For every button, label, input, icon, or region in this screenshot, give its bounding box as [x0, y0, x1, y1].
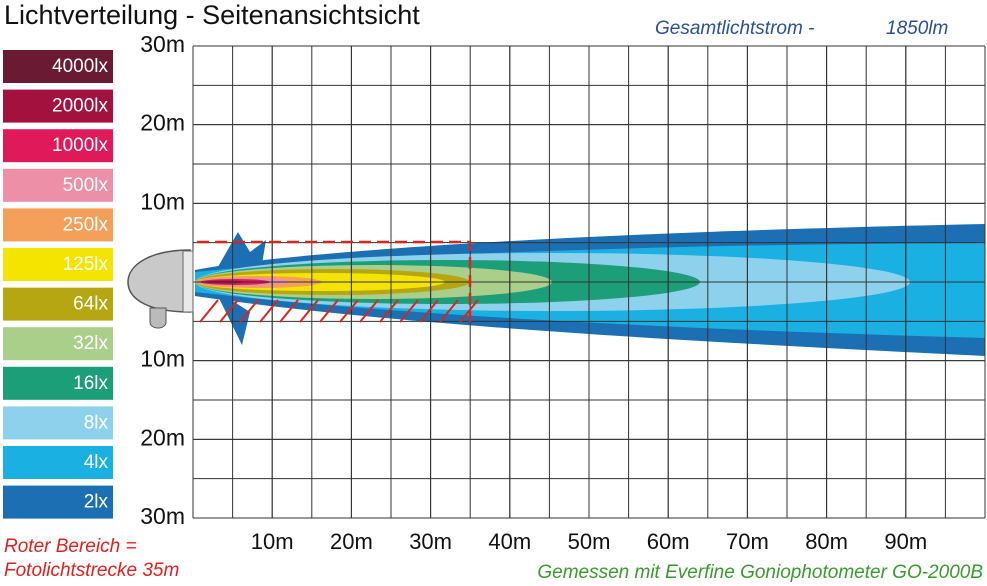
red-zone	[197, 240, 472, 322]
hatch	[339, 299, 359, 323]
x-tick-label: 90m	[884, 529, 927, 554]
legend-label: 8lx	[84, 412, 109, 433]
legend-swatch	[3, 248, 113, 281]
legend-label: 64lx	[73, 294, 108, 315]
isolux-2lx-wing	[215, 232, 266, 345]
y-tick-label: 20m	[140, 110, 185, 136]
x-tick-label: 70m	[726, 529, 769, 554]
lamp-mount	[149, 307, 167, 329]
legend-swatch	[3, 406, 113, 440]
legend-swatch	[3, 168, 113, 202]
legend-swatch	[3, 446, 113, 479]
note: Gemessen mit Everfine Goniophotometer GO…	[537, 562, 983, 583]
x-tick-label: 10m	[251, 529, 294, 554]
note: Fotolichtstrecke 35m	[4, 560, 179, 581]
total-flux-label: Gesamtlichtstrom -	[655, 18, 814, 39]
legend-label: 16lx	[73, 373, 108, 394]
hatch	[199, 299, 219, 323]
legend-label: 125lx	[63, 254, 109, 275]
x-tick-label: 80m	[805, 529, 848, 554]
legend-swatch	[3, 327, 113, 361]
hatch	[419, 299, 439, 323]
y-tick-label: 10m	[140, 346, 185, 372]
y-tick-label: 30m	[140, 503, 185, 529]
legend-swatch	[3, 89, 113, 123]
legend-label: 1000lx	[52, 135, 108, 156]
legend-swatch	[3, 366, 113, 400]
y-tick-label: 10m	[140, 188, 185, 214]
legend-swatch	[3, 485, 113, 519]
legend-label: 500lx	[63, 175, 109, 196]
hatch	[279, 299, 299, 323]
lamp-body	[127, 249, 191, 313]
x-tick-label: 20m	[330, 529, 373, 554]
x-tick-label: 60m	[647, 529, 690, 554]
hatch	[239, 299, 259, 323]
hatch	[399, 299, 419, 323]
hatch	[439, 299, 459, 323]
x-tick-label: 30m	[409, 529, 452, 554]
hatch	[299, 299, 319, 323]
legend-label: 4000lx	[52, 56, 108, 77]
hatch	[219, 299, 239, 323]
hatch	[379, 299, 399, 323]
x-tick-label: 40m	[488, 529, 531, 554]
legend-label: 4lx	[84, 452, 109, 473]
legend-swatch	[3, 129, 113, 163]
legend-swatch	[3, 208, 113, 242]
legend-label: 2000lx	[52, 96, 108, 117]
hatch	[459, 299, 479, 323]
legend-label: 2lx	[84, 492, 109, 513]
legend-label: 32lx	[73, 333, 108, 354]
legend-swatch	[3, 287, 113, 321]
legend-swatch	[3, 50, 113, 83]
y-tick-label: 30m	[140, 31, 185, 57]
chart-title: Lichtverteilung - Seitenansichtsicht	[4, 0, 420, 30]
total-flux: 1850lm	[886, 18, 948, 39]
note: Roter Bereich =	[4, 536, 137, 557]
hatch	[319, 299, 339, 323]
y-tick-label: 20m	[140, 424, 185, 450]
legend-label: 250lx	[63, 214, 109, 235]
hatch	[359, 299, 379, 323]
lamp-front	[182, 250, 194, 313]
x-tick-label: 50m	[568, 529, 611, 554]
hatch	[259, 299, 279, 323]
